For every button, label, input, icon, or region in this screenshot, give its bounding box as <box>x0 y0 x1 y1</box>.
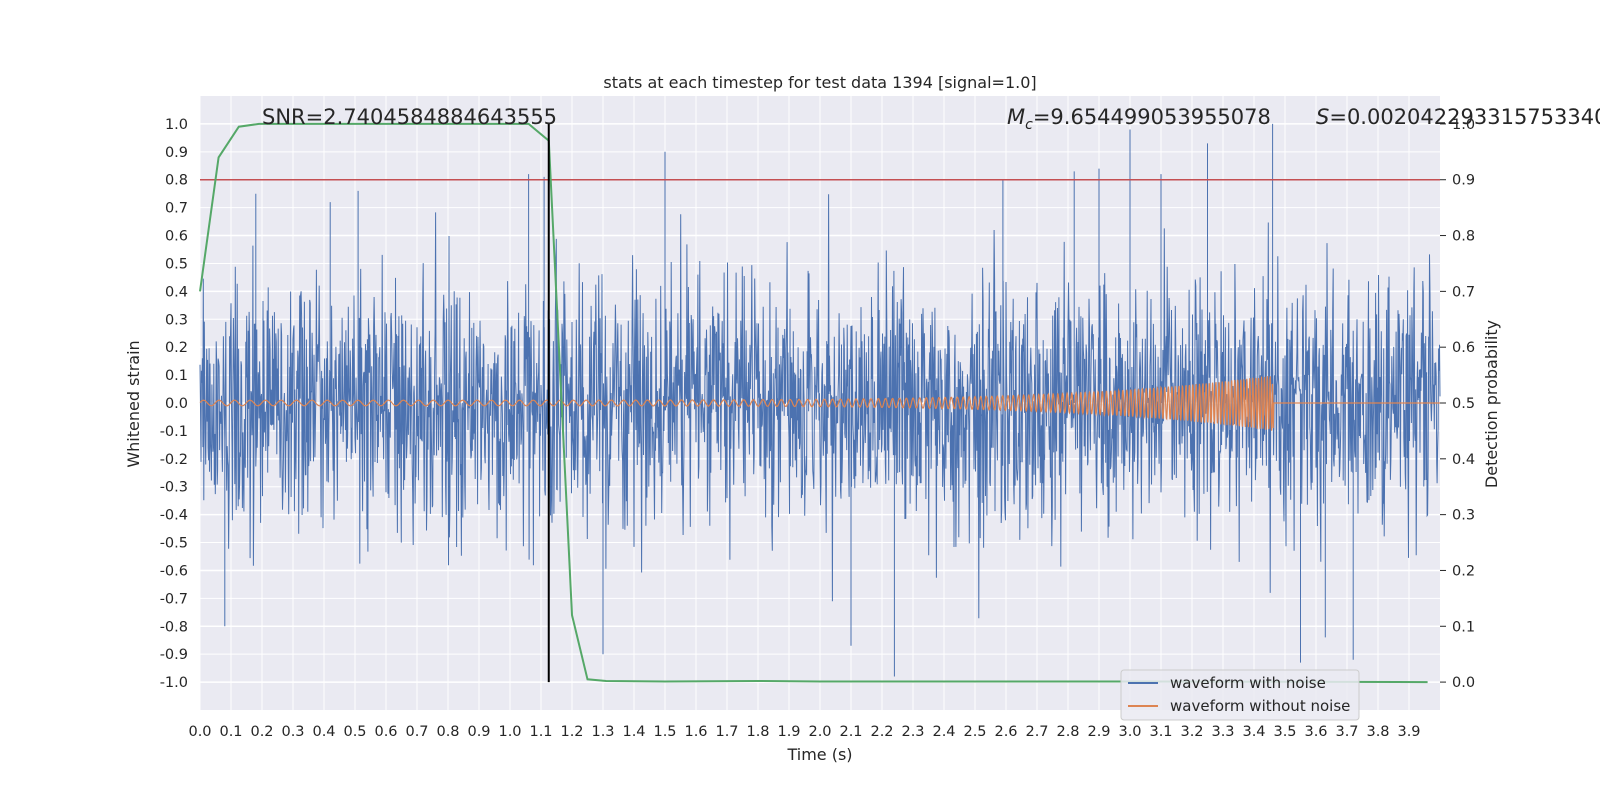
y-tick-label: 1.0 <box>165 117 188 133</box>
x-tick-label: 2.2 <box>870 724 893 740</box>
y-tick-label: 0.1 <box>165 368 188 384</box>
x-tick-label: 3.5 <box>1273 724 1296 740</box>
y-tick-label: 0.5 <box>165 256 188 272</box>
legend-label-clean: waveform without noise <box>1170 697 1350 715</box>
x-tick-label: 0.3 <box>281 724 304 740</box>
x-tick-label: 1.6 <box>684 724 707 740</box>
x-tick-label: 1.5 <box>653 724 676 740</box>
y-tick-label: -0.2 <box>160 452 188 468</box>
y-right-tick-label: 0.7 <box>1452 284 1475 300</box>
x-tick-label: 3.2 <box>1180 724 1203 740</box>
y-right-tick-label: 0.5 <box>1452 396 1475 412</box>
y-right-tick-label: 0.0 <box>1452 675 1475 691</box>
x-tick-label: 2.3 <box>901 724 924 740</box>
y-tick-label: -0.3 <box>160 480 188 496</box>
y-tick-label: -0.6 <box>160 563 188 579</box>
x-tick-label: 3.6 <box>1304 724 1327 740</box>
x-tick-label: 0.4 <box>312 724 335 740</box>
y-tick-label: -1.0 <box>160 675 188 691</box>
x-tick-label: 2.6 <box>994 724 1017 740</box>
x-tick-label: 1.2 <box>560 724 583 740</box>
y-tick-label: -0.9 <box>160 647 188 663</box>
x-tick-label: 3.8 <box>1366 724 1389 740</box>
y-right-tick-label: 0.2 <box>1452 563 1475 579</box>
chart-title: stats at each timestep for test data 139… <box>603 73 1036 92</box>
x-tick-label: 0.8 <box>436 724 459 740</box>
chirp-mass-annotation: Mc=9.654499053955078 <box>1007 105 1271 133</box>
x-tick-label: 2.1 <box>839 724 862 740</box>
x-tick-label: 0.2 <box>250 724 273 740</box>
y-tick-label: 0.2 <box>165 340 188 356</box>
legend: waveform with noise waveform without noi… <box>1120 669 1360 721</box>
x-tick-label: 1.0 <box>498 724 521 740</box>
snr-annotation: SNR=2.7404584884643555 <box>262 105 557 129</box>
y-tick-label: 0.4 <box>165 284 188 300</box>
x-tick-label: 2.7 <box>1025 724 1048 740</box>
y-right-tick-label: 1.0 <box>1452 117 1475 133</box>
series-waveform-without-noise <box>199 376 1440 431</box>
x-tick-label: 2.8 <box>1056 724 1079 740</box>
y-tick-label: 0.8 <box>165 173 188 189</box>
chirp-mass-symbol: M <box>1007 105 1025 129</box>
x-axis-ticks: 0.0 0.1 0.2 0.3 0.4 0.5 0.6 0.7 0.8 0.9 1.0 1.1 1.2 1… <box>188 724 1420 740</box>
y-axis-right-ticks: 0.0 0.1 0.2 0.3 0.4 0.5 0.6 0.7 0.8 0.9 1.0 <box>1440 117 1475 691</box>
y-tick-label: -0.5 <box>160 536 188 552</box>
y-tick-label: 0.9 <box>165 145 188 161</box>
x-tick-label: 3.0 <box>1118 724 1141 740</box>
x-tick-label: 0.1 <box>219 724 242 740</box>
y-tick-label: 0.7 <box>165 201 188 217</box>
s-annotation: S=0.0020422933157533407 <box>1316 105 1600 129</box>
x-tick-label: 2.9 <box>1087 724 1110 740</box>
series-waveform-with-noise <box>199 123 1441 677</box>
y-tick-label: -0.8 <box>160 619 188 635</box>
x-tick-label: 1.7 <box>715 724 738 740</box>
x-tick-label: 0.6 <box>374 724 397 740</box>
x-tick-label: 0.5 <box>343 724 366 740</box>
x-tick-label: 2.0 <box>808 724 831 740</box>
x-tick-label: 0.0 <box>188 724 211 740</box>
x-tick-label: 3.1 <box>1149 724 1172 740</box>
x-axis-label: Time (s) <box>786 745 852 764</box>
x-tick-label: 3.3 <box>1211 724 1234 740</box>
y-axis-right-label: Detection probability <box>1482 320 1501 488</box>
y-axis-left-ticks: -1.0 -0.9 -0.8 -0.7 -0.6 -0.5 -0.4 -0.3 -0.2 -0.1… <box>160 117 188 691</box>
x-tick-label: 0.7 <box>405 724 428 740</box>
x-tick-label: 1.8 <box>746 724 769 740</box>
x-tick-label: 1.9 <box>777 724 800 740</box>
y-tick-label: 0.3 <box>165 312 188 328</box>
y-tick-label: -0.4 <box>160 508 188 524</box>
y-right-tick-label: 0.4 <box>1452 452 1475 468</box>
y-tick-label: -0.1 <box>160 424 188 440</box>
s-value: =0.0020422933157533407 <box>1329 105 1600 129</box>
x-tick-label: 1.4 <box>622 724 645 740</box>
series-detection-probability <box>199 122 1428 684</box>
x-tick-label: 3.9 <box>1397 724 1420 740</box>
y-right-tick-label: 0.8 <box>1452 229 1475 245</box>
y-right-tick-label: 0.6 <box>1452 340 1475 356</box>
legend-label-noise: waveform with noise <box>1170 674 1326 692</box>
x-tick-label: 0.9 <box>467 724 490 740</box>
x-tick-label: 3.4 <box>1242 724 1265 740</box>
x-tick-label: 2.5 <box>963 724 986 740</box>
x-tick-label: 3.7 <box>1335 724 1358 740</box>
y-tick-label: 0.0 <box>165 396 188 412</box>
chirp-mass-value: =9.654499053955078 <box>1033 105 1271 129</box>
chirp-mass-subscript: c <box>1025 117 1033 133</box>
y-tick-label: 0.6 <box>165 229 188 245</box>
y-right-tick-label: 0.9 <box>1452 173 1475 189</box>
legend-box <box>1120 669 1360 721</box>
s-symbol: S <box>1316 105 1329 129</box>
y-right-tick-label: 0.3 <box>1452 508 1475 524</box>
y-tick-label: -0.7 <box>160 591 188 607</box>
x-tick-label: 2.4 <box>932 724 955 740</box>
y-right-tick-label: 0.1 <box>1452 619 1475 635</box>
x-tick-label: 1.1 <box>529 724 552 740</box>
y-axis-left-label: Whitened strain <box>124 340 143 467</box>
x-tick-label: 1.3 <box>591 724 614 740</box>
